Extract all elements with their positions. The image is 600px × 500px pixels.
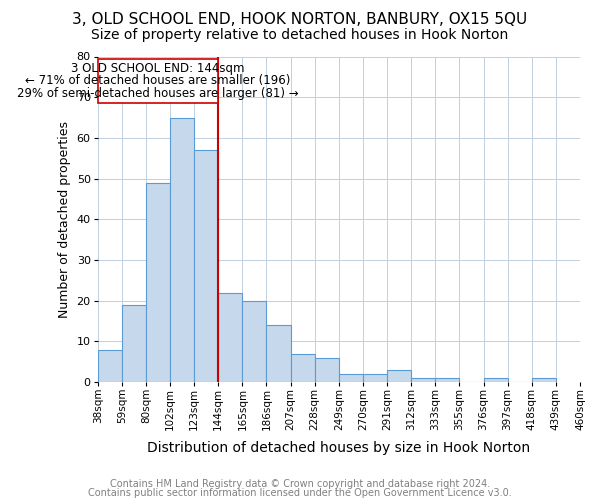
Bar — [532, 378, 556, 382]
Bar — [266, 325, 290, 382]
Y-axis label: Number of detached properties: Number of detached properties — [58, 121, 71, 318]
Bar — [146, 182, 170, 382]
Bar — [242, 301, 266, 382]
Text: 3 OLD SCHOOL END: 144sqm: 3 OLD SCHOOL END: 144sqm — [71, 62, 245, 75]
Bar — [290, 354, 315, 382]
FancyBboxPatch shape — [98, 58, 218, 104]
Bar — [98, 350, 122, 382]
Bar — [484, 378, 508, 382]
Text: ← 71% of detached houses are smaller (196): ← 71% of detached houses are smaller (19… — [25, 74, 290, 88]
X-axis label: Distribution of detached houses by size in Hook Norton: Distribution of detached houses by size … — [147, 441, 530, 455]
Text: Size of property relative to detached houses in Hook Norton: Size of property relative to detached ho… — [91, 28, 509, 42]
Bar — [170, 118, 194, 382]
Text: 29% of semi-detached houses are larger (81) →: 29% of semi-detached houses are larger (… — [17, 87, 299, 100]
Bar — [339, 374, 363, 382]
Bar — [436, 378, 460, 382]
Bar — [122, 305, 146, 382]
Bar — [387, 370, 411, 382]
Bar — [315, 358, 339, 382]
Text: Contains HM Land Registry data © Crown copyright and database right 2024.: Contains HM Land Registry data © Crown c… — [110, 479, 490, 489]
Text: Contains public sector information licensed under the Open Government Licence v3: Contains public sector information licen… — [88, 488, 512, 498]
Bar — [218, 292, 242, 382]
Bar — [194, 150, 218, 382]
Bar — [411, 378, 436, 382]
Bar — [363, 374, 387, 382]
Text: 3, OLD SCHOOL END, HOOK NORTON, BANBURY, OX15 5QU: 3, OLD SCHOOL END, HOOK NORTON, BANBURY,… — [73, 12, 527, 28]
